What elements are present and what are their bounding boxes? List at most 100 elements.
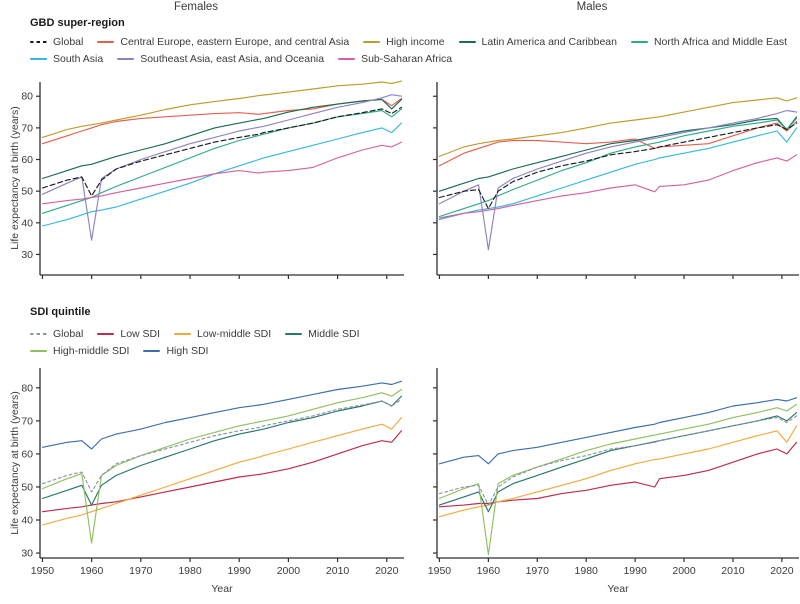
legend-gbd-row1: Global Central Europe, eastern Europe, an… bbox=[30, 36, 787, 48]
y-tick-label: 60 bbox=[21, 154, 33, 166]
legend-label: Low SDI bbox=[120, 328, 161, 340]
x-tick-label: 1960 bbox=[477, 565, 501, 577]
series-latin-america-and-caribbean bbox=[41, 98, 403, 180]
chart-males-sdi: 1950 1960 1970 1980 1990 2000 2010 2020 bbox=[428, 368, 799, 577]
series-latin-america-and-caribbean bbox=[438, 116, 798, 192]
legend-label: Global bbox=[53, 36, 84, 48]
x-tick-label: 2020 bbox=[770, 565, 794, 577]
x-axis-label-left: Year bbox=[211, 583, 233, 595]
middle-sdi-swatch bbox=[285, 333, 303, 335]
legend-sdi-row1: Global Low SDI Low-middle SDI Middle SDI bbox=[30, 328, 360, 340]
x-tick-label: 1990 bbox=[228, 565, 252, 577]
y-tick-label: 80 bbox=[21, 91, 33, 103]
section-title-sdi: SDI quintile bbox=[30, 306, 91, 318]
chart-males-gbd bbox=[433, 82, 799, 279]
x-axis-label-right: Year bbox=[607, 583, 629, 595]
y-tick-label: 50 bbox=[21, 481, 33, 493]
y-tick-label: 40 bbox=[21, 217, 33, 229]
global-swatch bbox=[30, 41, 47, 43]
legend-item-north-africa-and-middle-east: North Africa and Middle East bbox=[630, 36, 788, 48]
x-tick-label: 2000 bbox=[672, 565, 696, 577]
latin-america-and-caribbean-swatch bbox=[458, 41, 476, 43]
legend-gbd-row2: South Asia Southeast Asia, east Asia, and… bbox=[30, 53, 452, 65]
legend-item-global: Global bbox=[30, 36, 83, 48]
y-tick-label: 80 bbox=[21, 382, 33, 394]
legend-label: South Asia bbox=[53, 53, 104, 65]
global-swatch bbox=[30, 333, 47, 335]
y-tick-label: 30 bbox=[21, 548, 33, 560]
legend-item-high-income: High income bbox=[363, 36, 445, 48]
chart-females-gbd: 30 40 50 60 70 80 bbox=[21, 80, 404, 279]
x-tick-label: 1980 bbox=[575, 565, 599, 577]
series-high-sdi bbox=[438, 397, 798, 465]
legend-label: High-middle SDI bbox=[53, 345, 130, 357]
y-tick-label: 30 bbox=[21, 249, 33, 261]
series-middle-sdi bbox=[438, 412, 798, 513]
series-global bbox=[438, 415, 798, 506]
x-tick-label: 1970 bbox=[526, 565, 550, 577]
sub-saharan-africa-swatch bbox=[338, 58, 356, 60]
x-tick-label: 2000 bbox=[277, 565, 301, 577]
y-tick-label: 70 bbox=[21, 122, 33, 134]
legend-item-sub-saharan-africa: Sub-Saharan Africa bbox=[338, 53, 452, 65]
series-global bbox=[438, 122, 798, 210]
y-tick-label: 70 bbox=[21, 415, 33, 427]
series-south-asia bbox=[438, 127, 798, 221]
legend-item-central-europe-eastern-europe-and-central-asia: Central Europe, eastern Europe, and cent… bbox=[97, 36, 349, 48]
legend-item-low-middle-sdi: Low-middle SDI bbox=[174, 328, 271, 340]
legend-label: Latin America and Caribbean bbox=[481, 36, 617, 48]
north-africa-and-middle-east-swatch bbox=[630, 41, 648, 43]
legend-label: Central Europe, eastern Europe, and cent… bbox=[120, 36, 350, 48]
legend-item-global: Global bbox=[30, 328, 83, 340]
low-middle-sdi-swatch bbox=[174, 333, 192, 335]
legend-label: Low-middle SDI bbox=[197, 328, 272, 340]
x-tick-label: 1980 bbox=[178, 565, 202, 577]
series-high-sdi bbox=[41, 380, 403, 450]
y-tick-label: 60 bbox=[21, 448, 33, 460]
series-central-europe-eastern-europe-and-central-asia bbox=[438, 120, 798, 167]
legend-label: North Africa and Middle East bbox=[653, 36, 788, 48]
legend-label: High income bbox=[386, 36, 445, 48]
series-middle-sdi bbox=[41, 395, 403, 506]
x-tick-label: 2010 bbox=[721, 565, 745, 577]
column-title-females: Females bbox=[173, 1, 219, 13]
legend-label: Global bbox=[53, 328, 84, 340]
legend-item-high-sdi: High SDI bbox=[143, 345, 208, 357]
legend-sdi-row2: High-middle SDI High SDI bbox=[30, 345, 208, 357]
x-tick-label: 2020 bbox=[375, 565, 399, 577]
series-north-africa-and-middle-east bbox=[438, 117, 798, 218]
legend-item-low-sdi: Low SDI bbox=[97, 328, 160, 340]
central-europe-eastern-europe-and-central-asia-swatch bbox=[97, 41, 115, 43]
x-tick-label: 1950 bbox=[428, 565, 452, 577]
legend-label: Middle SDI bbox=[308, 328, 360, 340]
series-global bbox=[41, 398, 403, 493]
y-tick-label: 40 bbox=[21, 515, 33, 527]
x-tick-label: 1960 bbox=[80, 565, 104, 577]
series-low-middle-sdi bbox=[41, 417, 403, 526]
series-southeast-asia-east-asia-and-oceania bbox=[438, 109, 798, 251]
series-high-middle-sdi bbox=[438, 403, 798, 556]
high-income-swatch bbox=[363, 41, 381, 43]
series-low-sdi bbox=[438, 441, 798, 508]
y-tick-label: 50 bbox=[21, 186, 33, 198]
high-middle-sdi-swatch bbox=[30, 350, 47, 352]
legend-label: Southeast Asia, east Asia, and Oceania bbox=[140, 53, 325, 65]
legend-item-high-middle-sdi: High-middle SDI bbox=[30, 345, 129, 357]
legend-item-middle-sdi: Middle SDI bbox=[285, 328, 360, 340]
low-sdi-swatch bbox=[97, 333, 115, 335]
x-tick-label: 1990 bbox=[623, 565, 647, 577]
series-low-sdi bbox=[41, 430, 403, 513]
legend-label: Sub-Saharan Africa bbox=[361, 53, 453, 65]
x-tick-label: 1970 bbox=[129, 565, 153, 577]
series-high-income bbox=[438, 97, 798, 157]
series-southeast-asia-east-asia-and-oceania bbox=[41, 94, 403, 241]
x-tick-label: 2010 bbox=[326, 565, 350, 577]
y-axis-label-bottom: Life expectancy at birth (years) bbox=[9, 391, 21, 535]
column-title-males: Males bbox=[576, 1, 608, 13]
series-south-asia bbox=[41, 122, 403, 227]
south-asia-swatch bbox=[30, 58, 47, 60]
y-axis-label-top: Life expectancy at birth (years) bbox=[9, 106, 21, 250]
legend-item-latin-america-and-caribbean: Latin America and Caribbean bbox=[458, 36, 617, 48]
series-global bbox=[41, 106, 403, 197]
